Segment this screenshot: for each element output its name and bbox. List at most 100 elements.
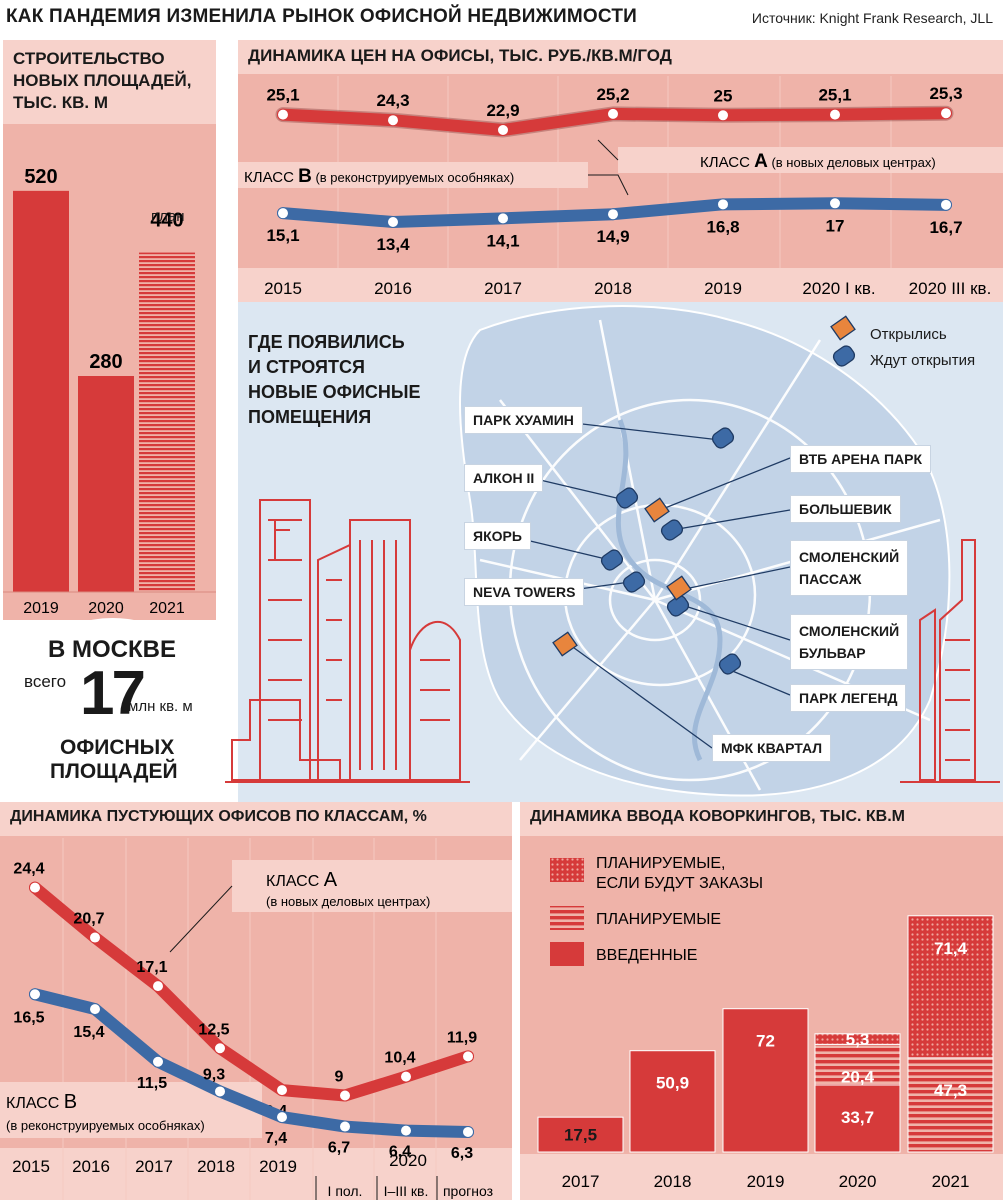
vacancy-data-label: 12,5 — [198, 1021, 229, 1038]
prices-data-label: 15,1 — [266, 226, 299, 245]
vacancy-point — [29, 881, 41, 894]
vacancy-class-a-name: КЛАСС A — [266, 869, 338, 891]
construction-year-2020: 2020 — [88, 600, 124, 617]
construction-bar-2020 — [78, 376, 134, 592]
vacancy-class-a-note: (в новых деловых центрах) — [266, 894, 430, 909]
coworking-tick-label: 2020 — [839, 1172, 877, 1191]
vacancy-point — [400, 1070, 412, 1083]
prices-data-label: 25,2 — [596, 85, 629, 104]
prices-point — [717, 109, 729, 122]
coworking-tick-label: 2018 — [654, 1172, 692, 1191]
vacancy-tick-label: прогноз — [443, 1183, 493, 1199]
prices-point — [387, 216, 399, 228]
vacancy-data-label: 9,3 — [203, 1066, 225, 1083]
coworking-legend-swatch — [550, 942, 584, 966]
prices-point — [277, 207, 289, 220]
coworking-bar-segment — [814, 1043, 901, 1086]
prices-data-label: 17 — [826, 216, 845, 235]
coworking-bar-segment — [907, 1057, 994, 1153]
vacancy-title: ДИНАМИКА ПУСТУЮЩИХ ОФИСОВ ПО КЛАССАМ, % — [0, 802, 512, 836]
map-label-park-legend: ПАРК ЛЕГЕНД — [790, 684, 907, 712]
vacancy-axis-band — [0, 1148, 512, 1200]
prices-point — [829, 197, 841, 210]
prices-tick-label: 2015 — [264, 279, 302, 298]
construction-bar-2021 — [139, 252, 195, 593]
vacancy-data-label: 6,4 — [389, 1144, 411, 1161]
coworking-data-label: 71,4 — [934, 939, 968, 958]
construction-title: СТРОИТЕЛЬСТВО НОВЫХ ПЛОЩАДЕЙ, ТЫС. КВ. М — [3, 40, 216, 124]
vacancy-tick-label: I пол. — [328, 1183, 363, 1199]
coworking-data-label: 5,3 — [846, 1030, 870, 1049]
map-label-alkon: АЛКОН II — [464, 464, 544, 492]
prices-point — [829, 108, 841, 121]
vacancy-group-label: 2020 — [389, 1151, 427, 1170]
coworking-bar-segment — [722, 1008, 809, 1153]
map-label-neva: NEVA TOWERS — [464, 578, 585, 606]
prices-tick-label: 2018 — [594, 279, 632, 298]
vacancy-tick-label: 2015 — [12, 1157, 50, 1176]
prices-data-label: 14,9 — [596, 227, 629, 246]
prices-tick-label: 2016 — [374, 279, 412, 298]
construction-value-2020: 280 — [89, 351, 122, 373]
vacancy-point — [89, 931, 101, 944]
pins-waiting — [600, 427, 742, 675]
vacancy-data-label: 16,5 — [13, 1009, 44, 1026]
moscow-total-badge: В МОСКВЕ всего 17 млн кв. м ОФИСНЫХ ПЛОЩ… — [10, 618, 215, 798]
moscow-number: 17 — [80, 659, 146, 728]
vacancy-tick-label: 2016 — [72, 1157, 110, 1176]
coworking-axis-band — [520, 1154, 1003, 1200]
vacancy-chart: КЛАСС A (в новых деловых центрах) КЛАСС B (… — [0, 838, 512, 1200]
vacancy-point — [214, 1085, 226, 1098]
prices-data-label: 25 — [714, 86, 733, 105]
map-label-smol-passage: СМОЛЕНСКИЙ ПАССАЖ — [790, 540, 909, 596]
map-title: ГДЕ ПОЯВИЛИСЬ И СТРОЯТСЯ НОВЫЕ ОФИСНЫЕ П… — [248, 332, 421, 427]
prices-point — [497, 124, 509, 136]
prices-panel: ДИНАМИКА ЦЕН НА ОФИСЫ, ТЫС. РУБ./КВ.М/ГО… — [238, 40, 1003, 302]
vacancy-data-label: 20,7 — [73, 911, 104, 928]
vacancy-class-a-note-bg — [232, 860, 512, 912]
legend-opened-icon — [830, 315, 856, 341]
construction-panel: СТРОИТЕЛЬСТВО НОВЫХ ПЛОЩАДЕЙ, ТЫС. КВ. М… — [3, 40, 216, 620]
coworking-bar-segment — [629, 1050, 716, 1153]
vacancy-point — [89, 1003, 101, 1016]
prices-point — [940, 198, 952, 211]
coworking-legend-swatch — [550, 906, 584, 930]
prices-point — [497, 212, 509, 225]
coworking-tick-label: 2021 — [932, 1172, 970, 1191]
skyline-right — [900, 539, 1000, 783]
vacancy-data-label: 9 — [335, 1069, 344, 1086]
map-label-vtb: ВТБ АРЕНА ПАРК — [790, 445, 932, 473]
moscow-prefix: всего — [24, 672, 67, 691]
class-a-pointer — [597, 139, 619, 161]
construction-bar-2019 — [13, 190, 69, 592]
vacancy-tick-label: I–III кв. — [384, 1183, 429, 1199]
prices-data-label: 14,1 — [486, 231, 519, 250]
vacancy-panel: ДИНАМИКА ПУСТУЮЩИХ ОФИСОВ ПО КЛАССАМ, % … — [0, 802, 512, 1200]
coworking-legend-label: ПЛАНИРУЕМЫЕ, — [596, 855, 726, 872]
coworking-panel: ДИНАМИКА ВВОДА КОВОРКИНГОВ, ТЫС. КВ.М ПЛ… — [520, 802, 1003, 1200]
vacancy-data-label: 17,1 — [136, 959, 167, 976]
construction-value-2021: 440 — [150, 210, 183, 232]
vacancy-point — [339, 1089, 351, 1102]
coworking-tick-label: 2019 — [747, 1172, 785, 1191]
vacancy-class-b-note: (в реконструируемых особняках) — [6, 1118, 205, 1133]
vacancy-tick-label: 2019 — [259, 1157, 297, 1176]
vacancy-point — [462, 1050, 474, 1063]
vacancy-point — [29, 988, 41, 1001]
coworking-data-label: 33,7 — [841, 1108, 874, 1127]
construction-year-2019: 2019 — [23, 600, 59, 617]
legend-waiting: Ждут открытия — [870, 352, 976, 369]
prices-point — [277, 108, 289, 121]
coworking-bar-segment — [814, 1084, 901, 1153]
moscow-line4: ПЛОЩАДЕЙ — [50, 760, 178, 783]
coworking-data-label: 17,5 — [564, 1126, 597, 1145]
prices-axis-band — [238, 268, 1003, 302]
vacancy-data-label: 15,4 — [73, 1024, 104, 1041]
class-a-note-bg — [618, 147, 1003, 173]
source-note: Источник: Knight Frank Research, JLL — [751, 10, 993, 26]
vacancy-data-label: 6,3 — [451, 1145, 473, 1162]
vacancy-line-class-a — [29, 881, 474, 1102]
prices-tick-label: 2020 III кв. — [909, 279, 992, 298]
legend-waiting-icon — [832, 345, 856, 367]
map-label-smol-blvd: СМОЛЕНСКИЙ БУЛЬВАР — [790, 614, 909, 670]
